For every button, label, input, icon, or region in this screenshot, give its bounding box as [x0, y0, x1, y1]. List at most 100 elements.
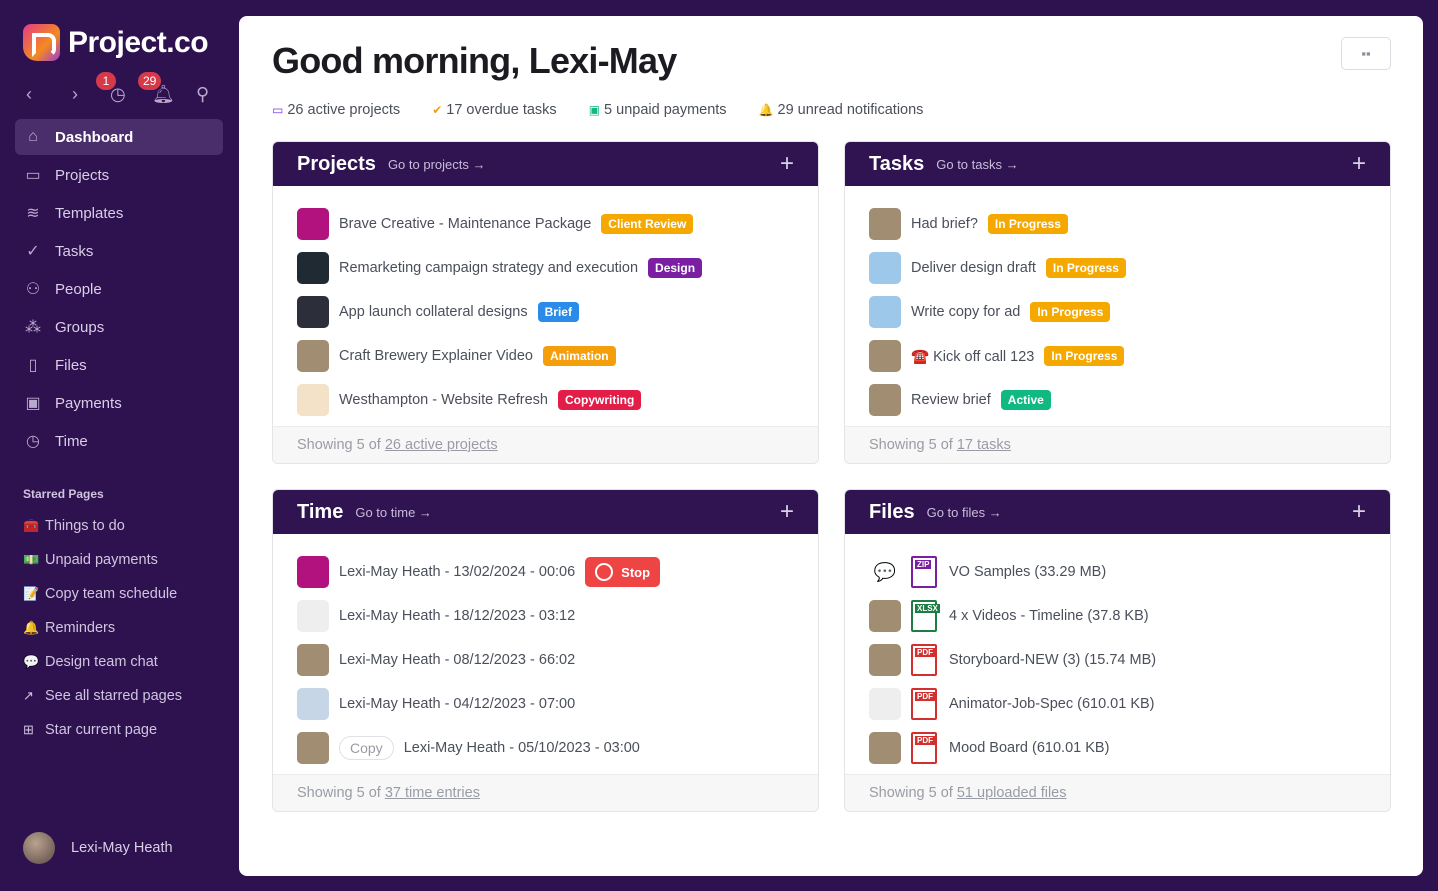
sidebar-item-payments[interactable]: ▣ Payments: [15, 385, 223, 421]
file-icon: ▯: [28, 357, 38, 374]
starred-item-icon: ↗: [23, 688, 34, 703]
back-icon[interactable]: ‹: [26, 84, 32, 104]
bell-icon[interactable]: 🔔︎: [152, 84, 175, 104]
status-badge: In Progress: [1045, 258, 1126, 278]
footer-link[interactable]: 26 active projects: [384, 437, 498, 453]
item-text: Had brief?: [911, 216, 978, 232]
add-tasks-button[interactable]: +: [1351, 150, 1366, 177]
item-text: VO Samples (33.29 MB): [949, 564, 1107, 580]
forward-icon[interactable]: ›: [72, 84, 78, 104]
item-text: App launch collateral designs: [339, 304, 528, 320]
starred-item-label: Reminders: [45, 620, 116, 636]
footer-text: Showing 5 of: [869, 437, 953, 453]
stat-item[interactable]: ▭ 26 active projects: [272, 102, 400, 118]
item-text: Remarketing campaign strategy and execut…: [339, 260, 639, 276]
list-item[interactable]: Deliver design draft In Progress: [869, 246, 1366, 290]
footer-link[interactable]: 17 tasks: [956, 437, 1011, 453]
panel-title: Time: [297, 500, 344, 523]
avatar: [297, 644, 329, 676]
add-time-button[interactable]: +: [779, 498, 794, 525]
file-pdf-icon: PDF: [911, 688, 937, 720]
grid-icon: ▪▪: [1361, 46, 1371, 61]
list-item[interactable]: Review brief Active: [869, 378, 1366, 422]
list-item[interactable]: Lexi-May Heath - 18/12/2023 - 03:12: [297, 594, 794, 638]
files-footer: Showing 5 of 51 uploaded files: [845, 774, 1390, 811]
list-item[interactable]: Brave Creative - Maintenance Package Clie…: [297, 202, 794, 246]
customize-button[interactable]: ▪▪: [1341, 37, 1391, 70]
copy-button[interactable]: Copy: [339, 736, 394, 760]
panel-title: Tasks: [869, 152, 925, 175]
search-icon[interactable]: ⚲: [196, 84, 210, 104]
sidebar-item-files[interactable]: ▯ Files: [15, 347, 223, 383]
list-item[interactable]: PDF Mood Board (610.01 KB): [869, 726, 1366, 770]
starred-item-unpaid-payments[interactable]: 💵 Unpaid payments: [23, 543, 233, 577]
logo[interactable]: Project.co: [23, 24, 209, 61]
avatar: [869, 252, 901, 284]
go-to-time-link[interactable]: Go to time →: [355, 504, 432, 520]
list-item[interactable]: PDF Animator-Job-Spec (610.01 KB): [869, 682, 1366, 726]
go-to-files-link[interactable]: Go to files →: [926, 504, 1002, 520]
starred-item-reminders[interactable]: 🔔 Reminders: [23, 611, 233, 645]
list-item[interactable]: XLSX 4 x Videos - Timeline (37.8 KB): [869, 594, 1366, 638]
starred-item-see-all-starred-pages[interactable]: ↗ See all starred pages: [23, 679, 233, 713]
add-files-button[interactable]: +: [1351, 498, 1366, 525]
go-to-projects-link[interactable]: Go to projects →: [387, 156, 486, 172]
sidebar-item-groups[interactable]: ⁂ Groups: [15, 309, 223, 345]
sidebar-item-people[interactable]: ⚇ People: [15, 271, 223, 307]
list-item[interactable]: Copy Lexi-May Heath - 05/10/2023 - 03:00: [297, 726, 794, 770]
user-profile[interactable]: Lexi-May Heath: [23, 832, 173, 864]
avatar: [297, 296, 329, 328]
list-item[interactable]: Remarketing campaign strategy and execut…: [297, 246, 794, 290]
stop-timer-button[interactable]: Stop: [585, 557, 661, 587]
user-name: Lexi-May Heath: [71, 840, 173, 856]
sidebar-item-projects[interactable]: ▭ Projects: [15, 157, 223, 193]
item-text: Craft Brewery Explainer Video: [339, 348, 533, 364]
file-pdf-icon: PDF: [911, 644, 937, 676]
list-item[interactable]: Craft Brewery Explainer Video Animation: [297, 334, 794, 378]
avatar: [869, 600, 901, 632]
sidebar-item-time[interactable]: ◷ Time: [15, 423, 223, 459]
sidebar-menu: ⌂ Dashboard ▭ Projects ≋ Templates ✓ Tasks ⚇ Peop…: [15, 119, 223, 461]
stat-text: 26 active projects: [287, 102, 401, 118]
check-circle-icon: ✓: [26, 243, 40, 260]
status-badge: Active: [1000, 390, 1051, 410]
list-item[interactable]: 💬 ZIP VO Samples (33.29 MB): [869, 550, 1366, 594]
timer-icon[interactable]: ◷: [110, 84, 126, 104]
list-item[interactable]: Lexi-May Heath - 13/02/2024 - 00:06 Stop: [297, 550, 794, 594]
starred-title: Starred Pages: [23, 487, 104, 501]
stat-item[interactable]: 🔔 29 unread notifications: [759, 102, 924, 118]
starred-item-star-current-page[interactable]: ⊞ Star current page: [23, 713, 233, 747]
list-item[interactable]: ☎️ Kick off call 123 In Progress: [869, 334, 1366, 378]
footer-link[interactable]: 51 uploaded files: [956, 785, 1067, 801]
sidebar-item-templates[interactable]: ≋ Templates: [15, 195, 223, 231]
list-item[interactable]: PDF Storyboard-NEW (3) (15.74 MB): [869, 638, 1366, 682]
files-panel-header: Files Go to files → +: [845, 490, 1390, 534]
list-item[interactable]: Lexi-May Heath - 08/12/2023 - 66:02: [297, 638, 794, 682]
starred-item-copy-team-schedule[interactable]: 📝 Copy team schedule: [23, 577, 233, 611]
list-item[interactable]: Write copy for ad In Progress: [869, 290, 1366, 334]
file-type-label: ZIP: [915, 560, 932, 569]
footer-link[interactable]: 37 time entries: [384, 785, 480, 801]
add-projects-button[interactable]: +: [779, 150, 794, 177]
avatar: [297, 732, 329, 764]
list-item[interactable]: Lexi-May Heath - 04/12/2023 - 07:00: [297, 682, 794, 726]
list-item[interactable]: Had brief? In Progress: [869, 202, 1366, 246]
stat-item[interactable]: ▣ 5 unpaid payments: [589, 102, 727, 118]
item-text: 4 x Videos - Timeline (37.8 KB): [949, 608, 1149, 624]
projects-panel-header: Projects Go to projects → +: [273, 142, 818, 186]
starred-item-things-to-do[interactable]: 🧰 Things to do: [23, 509, 233, 543]
people-icon: ⚇: [25, 281, 41, 298]
starred-item-label: Things to do: [45, 518, 125, 534]
go-to-tasks-link[interactable]: Go to tasks →: [936, 156, 1019, 172]
time-footer: Showing 5 of 37 time entries: [273, 774, 818, 811]
sidebar-item-tasks[interactable]: ✓ Tasks: [15, 233, 223, 269]
tasks-panel: Tasks Go to tasks → + Had brief? In Progress…: [844, 141, 1391, 464]
list-item[interactable]: Westhampton - Website Refresh Copywriting: [297, 378, 794, 422]
stat-text: 17 overdue tasks: [446, 102, 557, 118]
starred-item-design-team-chat[interactable]: 💬 Design team chat: [23, 645, 233, 679]
list-item[interactable]: App launch collateral designs Brief: [297, 290, 794, 334]
sidebar-item-dashboard[interactable]: ⌂ Dashboard: [15, 119, 223, 155]
stat-item[interactable]: ✔ 17 overdue tasks: [432, 102, 557, 118]
inbox-icon: ▭: [25, 167, 41, 184]
file-type-label: XLSX: [915, 604, 940, 613]
